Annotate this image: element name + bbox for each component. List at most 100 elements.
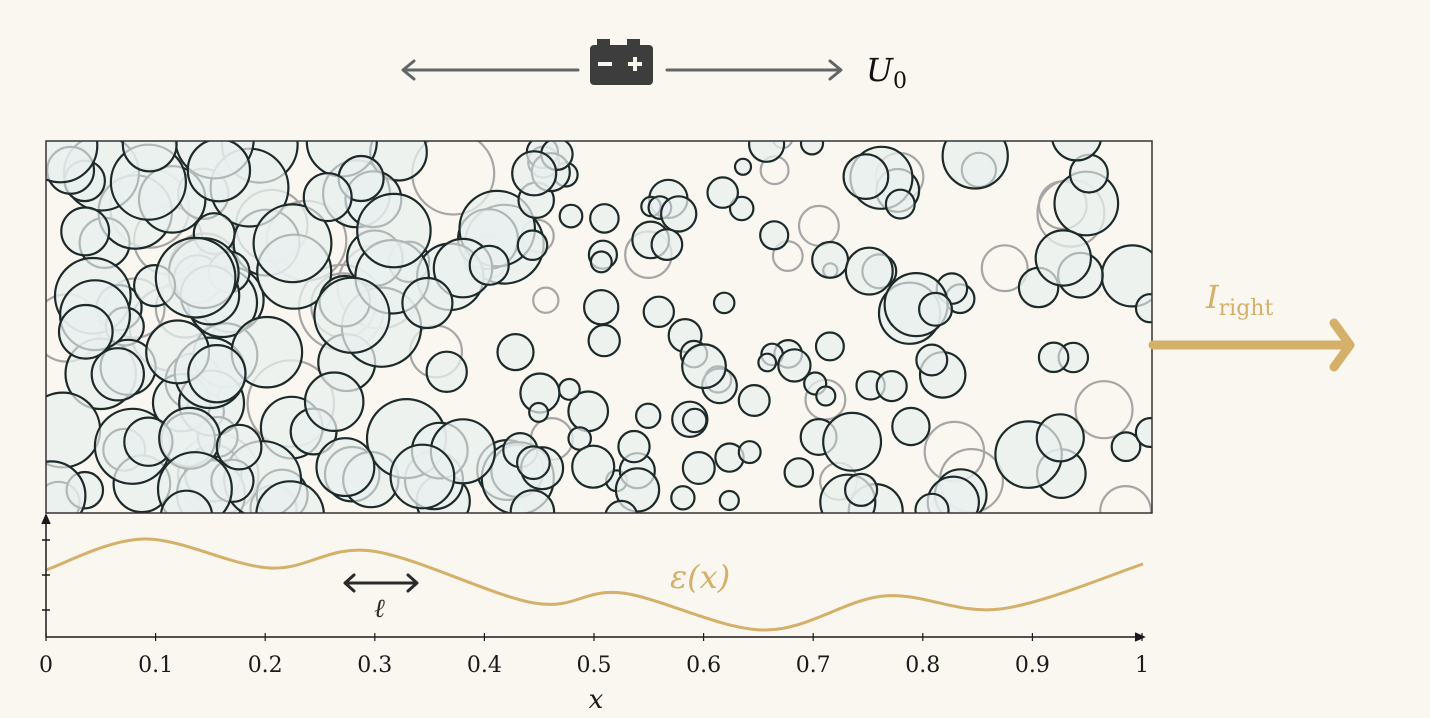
x-tick-label: 0.5 xyxy=(577,653,612,678)
particle xyxy=(90,347,146,402)
particle xyxy=(1051,141,1102,162)
particle xyxy=(571,444,616,489)
source-voltage-label: U0 xyxy=(866,51,907,94)
x-tick-label: 0.2 xyxy=(248,653,283,678)
particle xyxy=(681,451,716,486)
particle-domain xyxy=(45,140,1153,514)
current-label: Iright xyxy=(1205,278,1273,321)
particle xyxy=(425,350,468,393)
porosity-curve xyxy=(45,537,1144,632)
y-axis xyxy=(41,513,51,637)
particle xyxy=(914,492,950,513)
particle xyxy=(642,295,676,328)
particle xyxy=(1037,341,1070,374)
particle xyxy=(46,391,102,469)
particle xyxy=(733,157,753,176)
particle xyxy=(583,289,620,326)
particle xyxy=(891,406,931,447)
particle xyxy=(728,195,755,222)
faded-particle xyxy=(532,286,560,314)
particle xyxy=(589,250,613,274)
particle xyxy=(187,344,247,404)
particle xyxy=(587,323,621,358)
voltage-source-group: U0 xyxy=(401,39,907,94)
particle xyxy=(650,228,684,262)
x-tick-label: 1 xyxy=(1135,653,1149,678)
particle xyxy=(737,440,762,465)
x-tick-label: 0.7 xyxy=(796,653,831,678)
particle xyxy=(468,244,510,286)
particle xyxy=(389,443,456,510)
particle xyxy=(844,246,894,296)
particle xyxy=(1034,229,1093,287)
porosity-label: ε(x) xyxy=(670,558,730,596)
particle xyxy=(509,489,556,513)
x-tick-label: 0 xyxy=(39,653,53,678)
particle xyxy=(154,236,237,319)
particle xyxy=(121,141,178,173)
particle xyxy=(516,229,549,261)
particle xyxy=(917,291,953,327)
faded-particle xyxy=(980,244,1029,293)
particle xyxy=(1110,431,1142,463)
x-axis xyxy=(46,632,1146,642)
particle xyxy=(160,489,213,513)
particle xyxy=(660,195,698,233)
length-scale-arrow xyxy=(343,573,419,593)
x-axis-label: x xyxy=(589,685,604,715)
particle xyxy=(811,240,850,279)
x-axis-ticks: 0 0.1 0.2 0.3 0.4 0.5 0.6 0.7 0.8 0.9 1 xyxy=(39,633,1149,678)
particle xyxy=(516,445,551,481)
particle xyxy=(215,423,263,471)
particle xyxy=(822,411,883,472)
x-tick-label: 0.3 xyxy=(357,653,392,678)
particle xyxy=(589,203,620,234)
x-tick-label: 0.1 xyxy=(138,653,173,678)
particle xyxy=(558,203,584,229)
particle xyxy=(681,407,708,434)
particles-layer xyxy=(46,141,1152,513)
particle xyxy=(46,460,87,513)
particle xyxy=(528,401,550,423)
particle xyxy=(186,141,252,203)
right-arrow xyxy=(665,59,843,81)
particle xyxy=(748,141,786,163)
faded-particle xyxy=(1099,485,1152,513)
particle xyxy=(496,333,535,372)
x-tick-label: 0.6 xyxy=(686,653,721,678)
particle xyxy=(815,385,837,407)
current-label-subscript: right xyxy=(1219,296,1274,321)
domain-border xyxy=(45,140,1153,514)
particle xyxy=(60,206,111,257)
left-arrow xyxy=(401,59,580,81)
x-tick-label: 0.4 xyxy=(467,653,502,678)
particle xyxy=(757,352,778,373)
faded-particle xyxy=(1074,380,1134,440)
particle xyxy=(303,371,365,433)
particle xyxy=(302,172,353,223)
particle xyxy=(356,192,432,269)
particle xyxy=(1134,293,1152,324)
particle xyxy=(255,480,325,513)
particle xyxy=(712,291,736,315)
particle xyxy=(783,457,815,488)
x-tick-label: 0.8 xyxy=(905,653,940,678)
particle xyxy=(46,141,99,184)
particle xyxy=(315,437,376,498)
particle xyxy=(1134,417,1152,448)
particle xyxy=(156,451,233,513)
particle xyxy=(884,188,916,220)
source-voltage-subscript: 0 xyxy=(893,69,907,94)
particle xyxy=(799,141,825,156)
porosity-plot: ε(x) ℓ 0 0.1 0.2 0.3 0.4 0.5 0.6 0.7 0.8 0.9 1 x xyxy=(39,513,1149,715)
output-current: Iright xyxy=(1148,278,1355,372)
particle xyxy=(681,343,727,390)
battery-icon xyxy=(590,39,653,85)
current-arrow xyxy=(1148,318,1355,372)
particle xyxy=(604,499,639,513)
particle xyxy=(617,429,651,464)
particle xyxy=(401,276,454,330)
particle xyxy=(1035,413,1085,463)
particle xyxy=(706,176,739,209)
